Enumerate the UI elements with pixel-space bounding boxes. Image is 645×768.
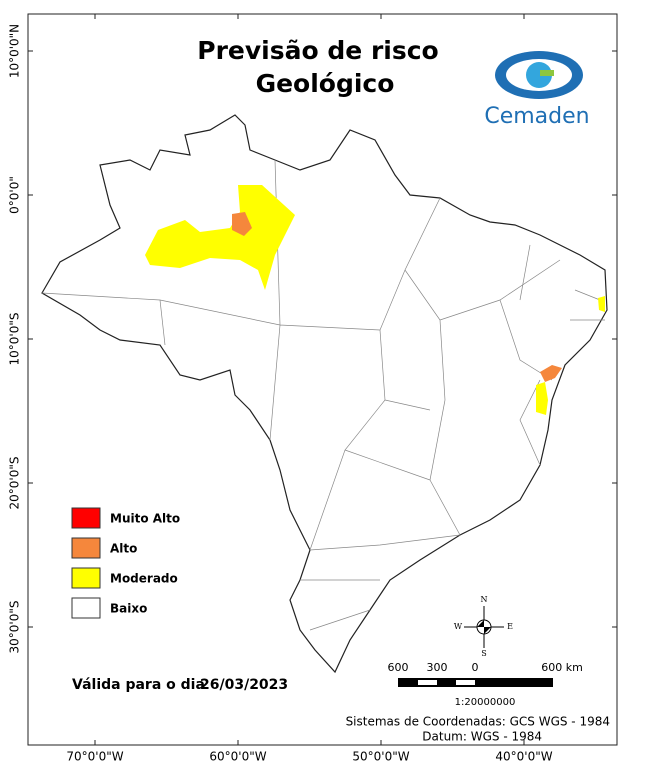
logo-iris: [526, 62, 552, 88]
logo-mark: [540, 70, 554, 76]
scale-label: 0: [472, 661, 479, 674]
logo: Cemaden: [484, 51, 590, 129]
compass-w: W: [454, 622, 463, 631]
compass-fill: [477, 620, 491, 634]
brazil: [41, 114, 608, 674]
logo-text: Cemaden: [484, 104, 589, 129]
datum: Datum: WGS - 1984: [422, 730, 542, 744]
legend-label: Moderado: [110, 572, 178, 586]
compass-s: S: [481, 649, 486, 658]
lat-label: 20°0'0"S: [8, 457, 22, 510]
scale-label: 300: [427, 661, 448, 674]
lat-label: 30°0'0"S: [8, 601, 22, 654]
scale-bar-seg: [418, 680, 437, 685]
lon-label: 70°0'0"W: [66, 750, 123, 764]
lon-label: 60°0'0"W: [209, 750, 266, 764]
risk-area-moderado: [145, 185, 295, 290]
legend-swatch: [71, 537, 101, 559]
valid-label: Válida para o dia: [72, 677, 205, 693]
legend: Muito Alto Alto Moderado Baixo: [71, 507, 180, 619]
crs: Sistemas de Coordenadas: GCS WGS - 1984: [346, 715, 610, 729]
compass: N S E W: [454, 595, 513, 658]
valid-date: 26/03/2023: [200, 677, 288, 693]
legend-swatch: [71, 507, 101, 529]
legend-label: Muito Alto: [110, 512, 180, 526]
risk-area-alto: [540, 365, 562, 382]
scale-ratio: 1:20000000: [455, 697, 516, 708]
risk-area-moderado: [536, 382, 548, 415]
scale-bar-body: [398, 678, 553, 687]
compass-n: N: [481, 595, 488, 604]
lon-label: 40°0'0"W: [495, 750, 552, 764]
scale-bar-seg: [456, 680, 475, 685]
legend-label: Alto: [110, 542, 137, 556]
title-line: Previsão de risco: [197, 36, 438, 65]
legend-label: Baixo: [110, 602, 147, 616]
compass-e: E: [507, 622, 513, 631]
risk-area-moderado: [598, 296, 605, 312]
lat-label: 10°0'0"S: [8, 313, 22, 366]
legend-swatch: [71, 567, 101, 589]
scale-label: 600: [388, 661, 409, 674]
risk-area-alto: [232, 212, 252, 236]
legend-swatch: [71, 597, 101, 619]
lon-label: 50°0'0"W: [352, 750, 409, 764]
title-line: Geológico: [256, 69, 395, 98]
lat-label: 10°0'0"N: [8, 24, 22, 78]
lat-label: 0°0'0": [8, 176, 22, 214]
scale-bar: 600 300 0 600 km 1:20000000: [388, 661, 583, 708]
state-borders: [41, 159, 605, 631]
scale-label: 600 km: [541, 661, 583, 674]
